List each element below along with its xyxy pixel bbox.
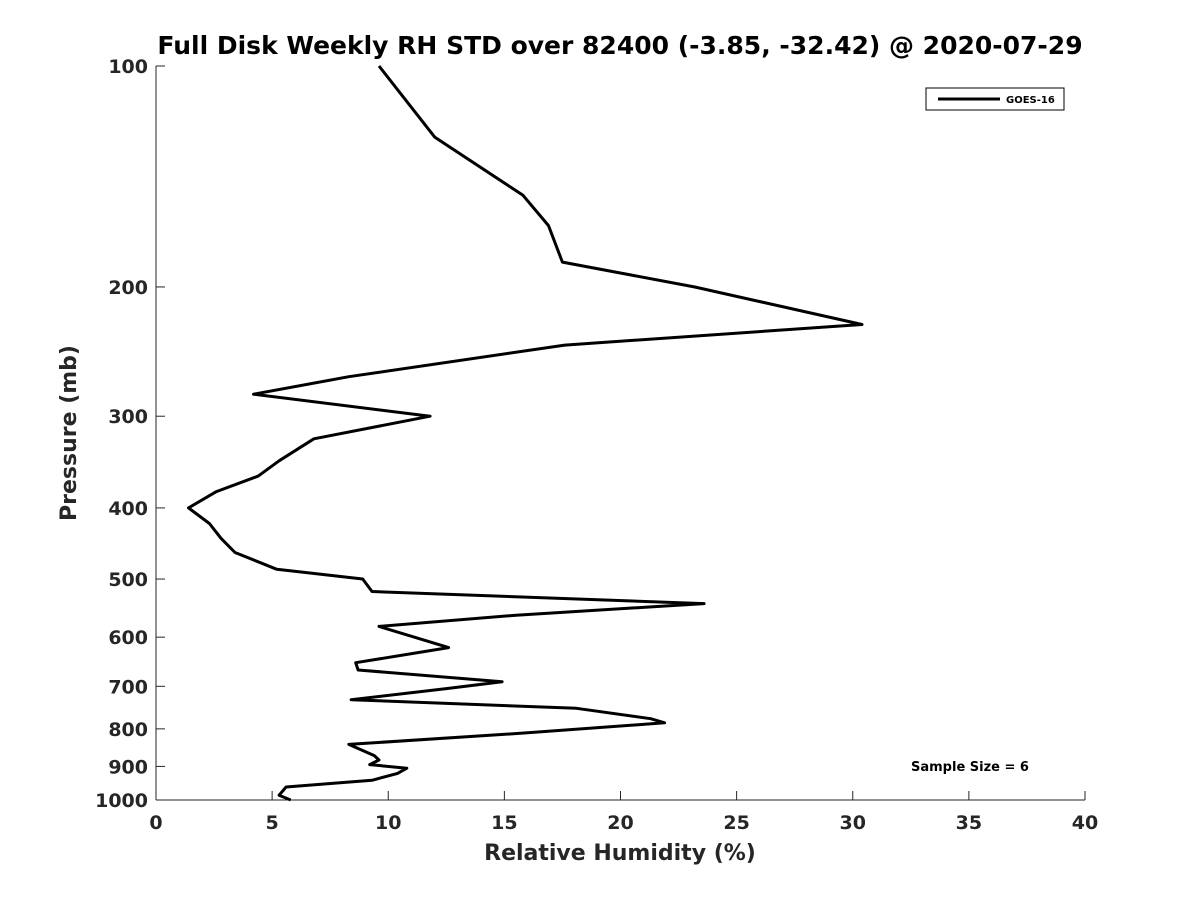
y-tick-label: 1000 <box>95 790 148 812</box>
x-tick-label: 25 <box>723 812 749 834</box>
x-tick-label: 0 <box>149 812 162 834</box>
y-tick-label: 800 <box>108 719 148 741</box>
y-tick-label: 700 <box>108 676 148 698</box>
x-ticks: 0 5 10 15 20 25 30 35 40 <box>149 791 1098 834</box>
x-tick-label: 10 <box>375 812 401 834</box>
x-tick-label: 5 <box>266 812 279 834</box>
y-tick-label: 500 <box>108 569 148 591</box>
x-tick-label: 40 <box>1072 812 1098 834</box>
y-tick-label: 300 <box>108 406 148 428</box>
legend: GOES-16 <box>925 87 1065 111</box>
x-tick-label: 35 <box>956 812 982 834</box>
x-tick-label: 15 <box>491 812 517 834</box>
y-axis-label: Pressure (mb) <box>57 345 82 521</box>
y-tick-label: 400 <box>108 498 148 520</box>
chart-title: Full Disk Weekly RH STD over 82400 (-3.8… <box>157 31 1082 60</box>
plot-area: 0 5 10 15 20 25 30 35 40 100 200 300 400 500 600 700 80… <box>95 56 1098 834</box>
sample-size-annotation: Sample Size = 6 <box>911 760 1029 775</box>
y-tick-label: 200 <box>108 277 148 299</box>
legend-label-goes-16: GOES-16 <box>1006 95 1055 106</box>
y-tick-label: 100 <box>108 56 148 78</box>
y-tick-label: 900 <box>108 756 148 778</box>
y-tick-label: 600 <box>108 627 148 649</box>
y-ticks: 100 200 300 400 500 600 700 800 900 1000 <box>95 56 165 812</box>
x-tick-label: 30 <box>840 812 866 834</box>
x-tick-label: 20 <box>607 812 633 834</box>
x-axis-label: Relative Humidity (%) <box>484 841 756 866</box>
series-line-goes-16 <box>187 65 864 802</box>
